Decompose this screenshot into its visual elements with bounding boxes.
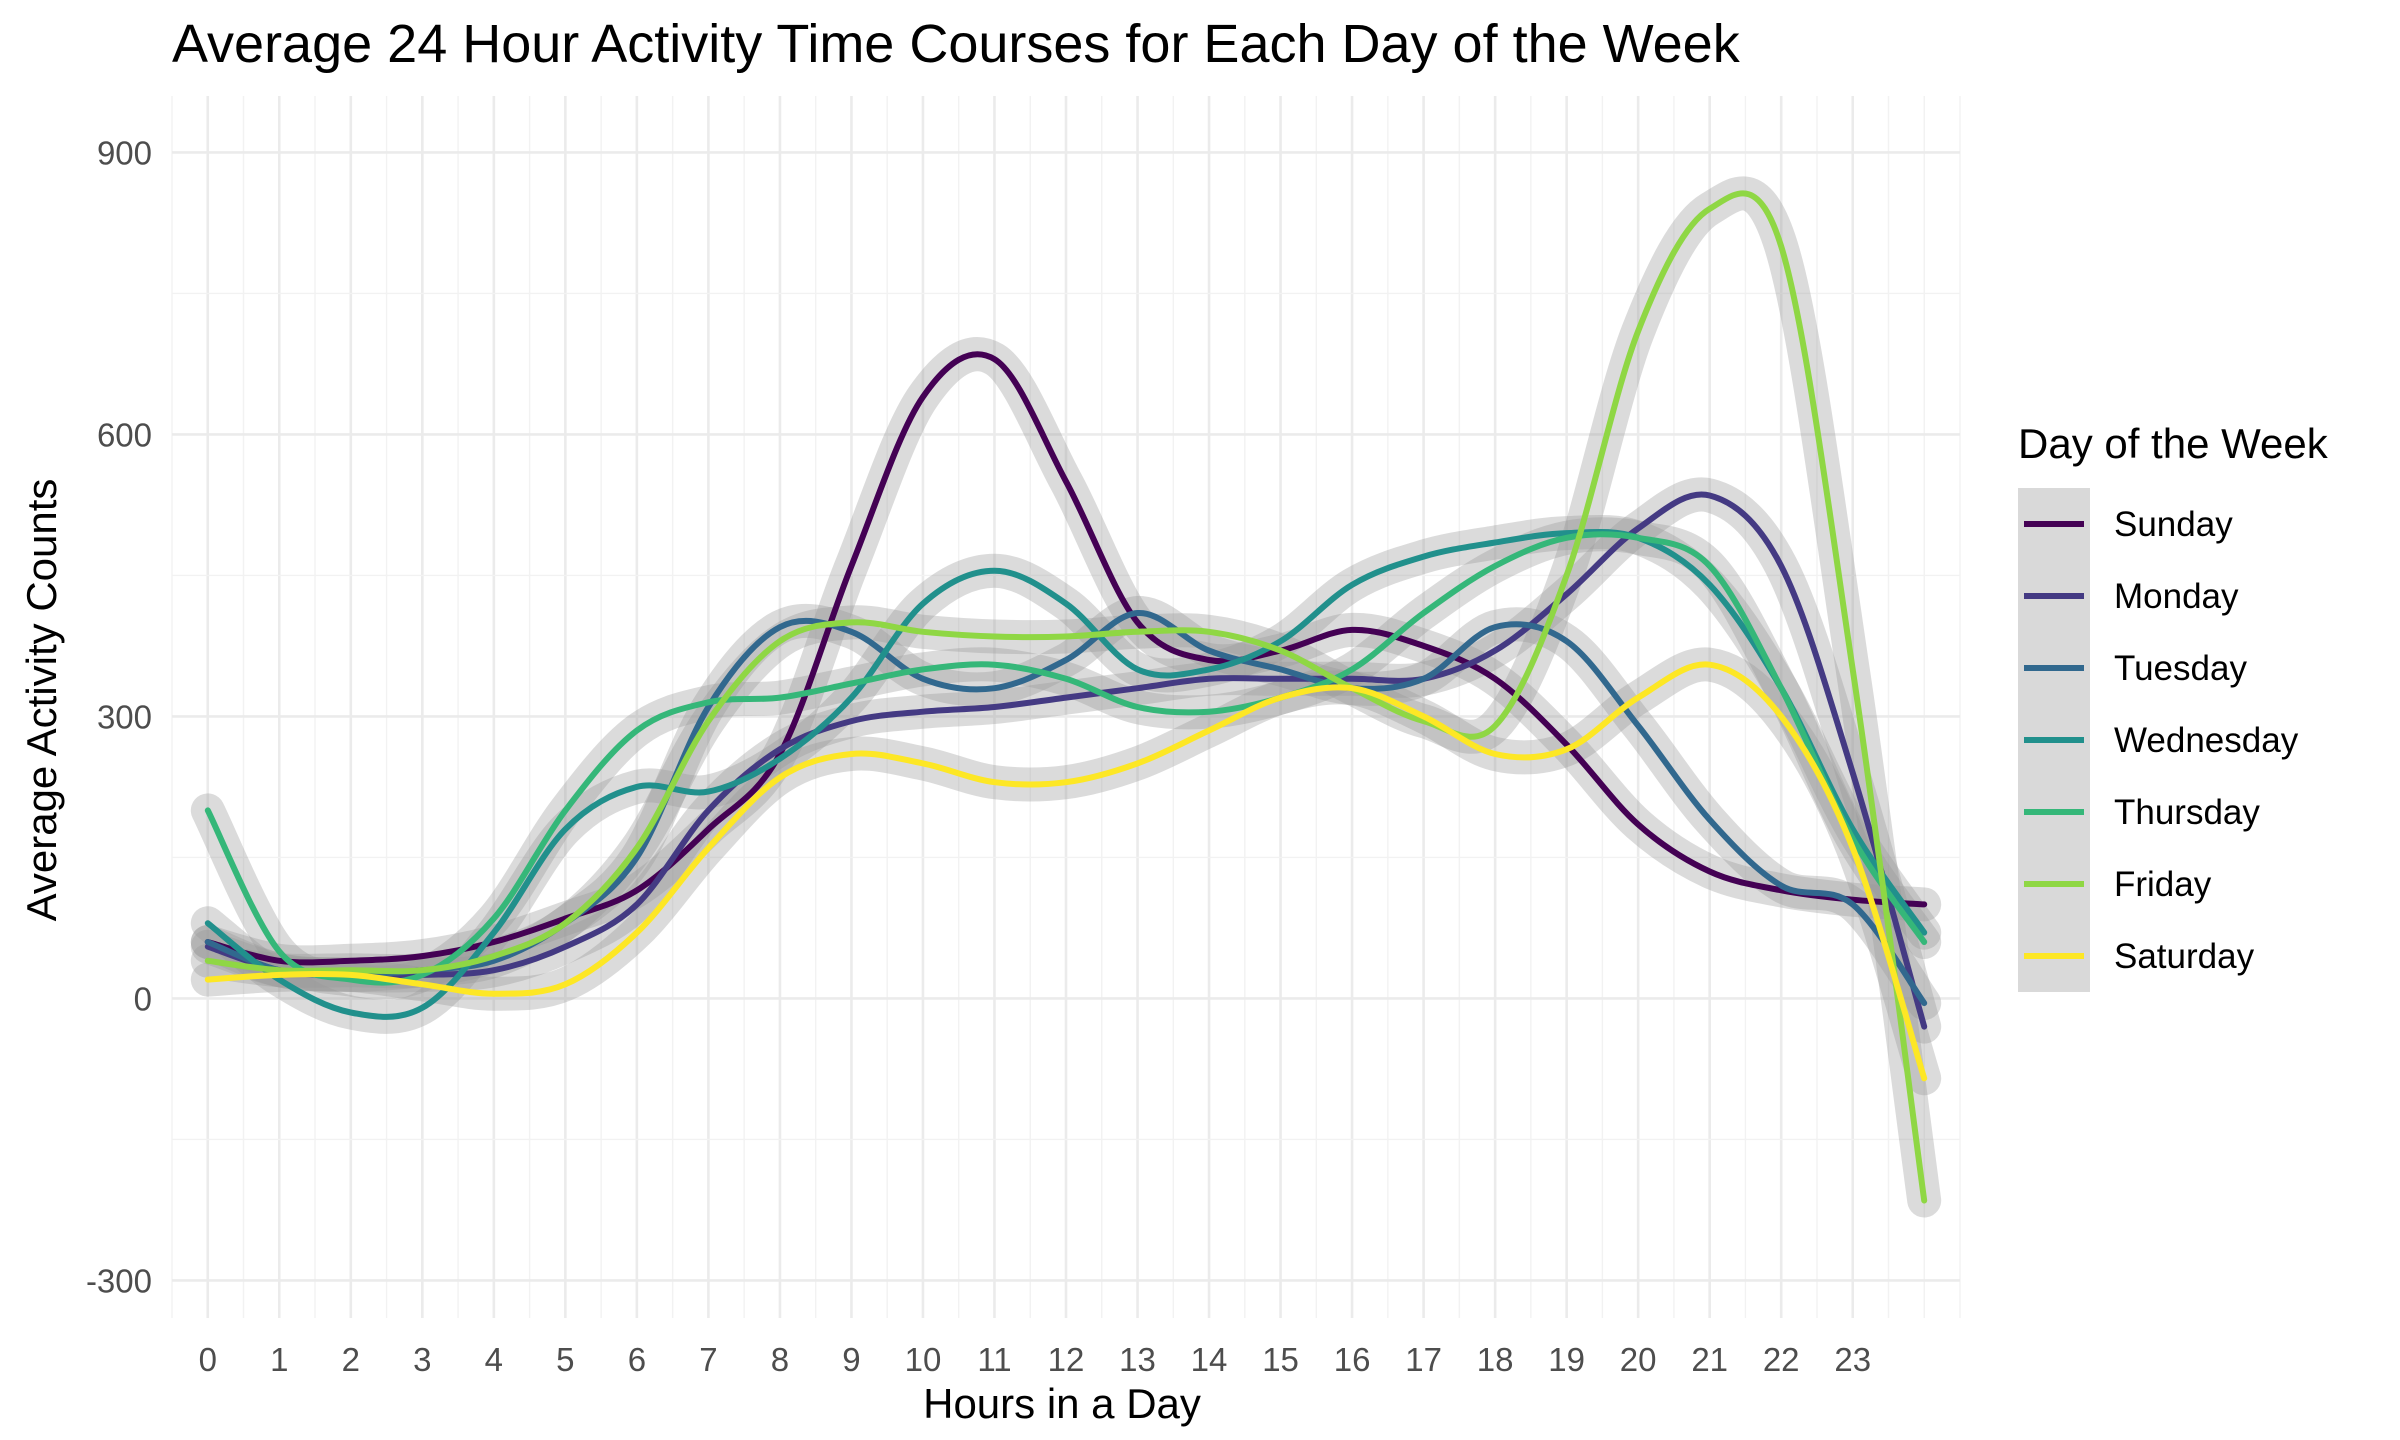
x-tick-label: 3 [413, 1341, 431, 1378]
chart-title: Average 24 Hour Activity Time Courses fo… [172, 14, 1741, 74]
x-tick-label: 13 [1119, 1341, 1156, 1378]
x-tick-label: 7 [699, 1341, 717, 1378]
legend-label-sunday: Sunday [2114, 505, 2233, 544]
series-line-layer [204, 190, 1928, 1204]
x-tick-label: 16 [1334, 1341, 1371, 1378]
x-tick-label: 10 [905, 1341, 942, 1378]
x-tick-label: 19 [1548, 1341, 1585, 1378]
grid-layer [171, 96, 1961, 1318]
x-tick-label: 17 [1405, 1341, 1442, 1378]
y-axis-title: Average Activity Counts [18, 479, 65, 922]
x-tick-label: 20 [1620, 1341, 1657, 1378]
x-tick-label: 21 [1691, 1341, 1728, 1378]
series-line-wednesday [204, 528, 1928, 1020]
legend-title: Day of the Week [2018, 420, 2329, 467]
series-line-sunday [204, 351, 1928, 966]
series-line-friday [204, 190, 1928, 1204]
y-tick-label: 600 [97, 416, 152, 453]
x-tick-label: 8 [771, 1341, 789, 1378]
y-tick-label: 300 [97, 698, 152, 735]
x-tick-label: 5 [556, 1341, 574, 1378]
tick-label-layer: 0 1 2 3 4 5 6 7 8 9 10 11 12 13 14 15 16 17 18 19 20 21 22 23-3… [86, 134, 1871, 1378]
series-line-thursday [204, 531, 1928, 986]
x-tick-label: 1 [270, 1341, 288, 1378]
x-tick-label: 18 [1477, 1341, 1514, 1378]
legend-items: Sunday Monday Tuesday Wednesday Thursday Frid… [2018, 488, 2299, 992]
y-tick-label: 0 [134, 980, 152, 1017]
legend: Day of the Week Sunday Monday Tuesday Wedne… [2018, 420, 2329, 992]
legend-label-monday: Monday [2114, 577, 2239, 616]
legend-label-wednesday: Wednesday [2114, 721, 2299, 760]
legend-label-saturday: Saturday [2114, 937, 2255, 976]
series-line-monday [204, 491, 1928, 1030]
x-tick-label: 2 [342, 1341, 360, 1378]
x-tick-label: 23 [1834, 1341, 1871, 1378]
x-tick-label: 4 [485, 1341, 503, 1378]
x-tick-label: 14 [1191, 1341, 1228, 1378]
x-tick-label: 11 [977, 1341, 1011, 1378]
y-tick-label: -300 [86, 1262, 152, 1299]
legend-label-tuesday: Tuesday [2114, 649, 2247, 688]
x-axis-title: Hours in a Day [923, 1380, 1201, 1427]
x-tick-label: 0 [199, 1341, 217, 1378]
x-tick-label: 12 [1048, 1341, 1085, 1378]
x-tick-label: 9 [842, 1341, 860, 1378]
legend-label-friday: Friday [2114, 865, 2212, 904]
series-line-tuesday [204, 610, 1928, 1007]
legend-label-thursday: Thursday [2114, 793, 2260, 832]
series-line-saturday [204, 661, 1928, 1082]
x-tick-label: 6 [628, 1341, 646, 1378]
x-tick-label: 15 [1262, 1341, 1299, 1378]
y-tick-label: 900 [97, 134, 152, 171]
x-tick-label: 22 [1763, 1341, 1800, 1378]
